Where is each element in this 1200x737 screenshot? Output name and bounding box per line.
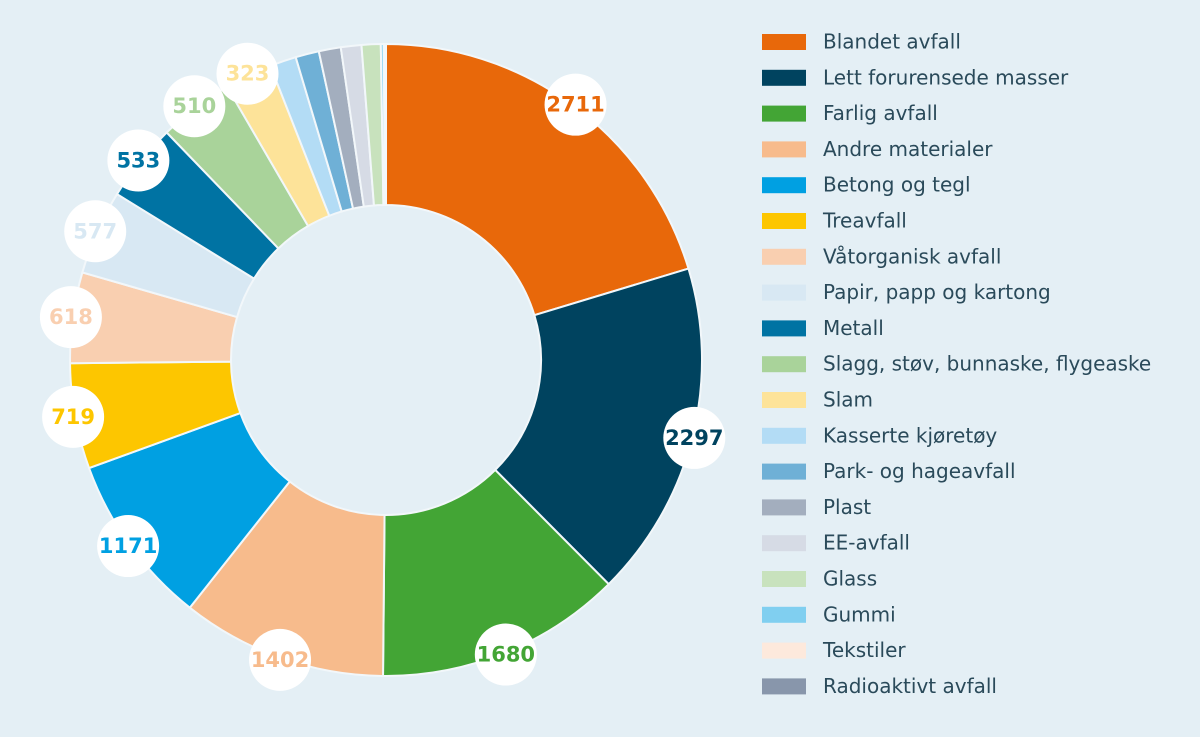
- donut-slice: [493, 267, 703, 586]
- value-label-bg: [39, 286, 102, 349]
- legend-swatch: [762, 642, 806, 659]
- value-label-bg: [42, 385, 105, 448]
- value-label-bg: [64, 200, 127, 263]
- legend-text: Radioaktivt avfall: [823, 674, 997, 698]
- legend-swatch: [762, 105, 806, 122]
- value-label: 2297: [665, 426, 723, 450]
- legend-swatch: [762, 463, 806, 480]
- donut-slice: [384, 42, 387, 207]
- legend-text: Farlig avfall: [823, 101, 938, 125]
- legend-swatch: [762, 427, 806, 444]
- value-label-bg: [249, 628, 312, 691]
- value-label-bg: [163, 75, 226, 138]
- legend-text: Våtorganisk avfall: [823, 244, 1001, 268]
- legend-text: Gummi: [823, 602, 896, 626]
- value-label: 719: [51, 405, 95, 429]
- legend-text: Lett forurensede masser: [823, 65, 1069, 89]
- legend-text: Papir, papp og kartong: [823, 280, 1051, 304]
- legend-swatch: [762, 571, 806, 587]
- legend-swatch: [762, 284, 806, 301]
- value-label: 1402: [251, 648, 309, 672]
- legend-swatch: [762, 392, 806, 408]
- legend-swatch: [762, 177, 806, 194]
- legend-text: Park- og hageavfall: [823, 459, 1016, 483]
- legend-text: Blandet avfall: [823, 30, 961, 54]
- legend-text: EE-avfall: [823, 531, 910, 555]
- donut-slice: [188, 480, 386, 677]
- legend-swatch: [762, 248, 806, 265]
- value-label: 1171: [99, 534, 157, 558]
- legend-text: Glass: [823, 567, 877, 591]
- value-label: 533: [116, 148, 160, 172]
- value-label-bg: [474, 623, 537, 686]
- legend-swatch: [762, 606, 806, 623]
- legend-text: Metall: [823, 316, 884, 340]
- legend-text: Plast: [823, 495, 871, 519]
- legend-swatch: [762, 678, 806, 695]
- legend-swatch: [762, 535, 806, 552]
- legend-text: Slam: [823, 388, 873, 412]
- value-label: 618: [49, 305, 93, 329]
- legend-text: Andre materialer: [823, 137, 993, 161]
- legend-text: Betong og tegl: [823, 173, 971, 197]
- legend-swatch: [762, 141, 806, 158]
- donut-slice: [385, 42, 690, 317]
- value-label-bg: [663, 406, 726, 469]
- value-label-bg: [216, 42, 279, 105]
- value-label: 510: [172, 94, 216, 118]
- legend-swatch: [762, 34, 806, 50]
- legend-text: Slagg, støv, bunnaske, flygeaske: [823, 352, 1151, 376]
- value-label-bg: [544, 73, 607, 136]
- legend-text: Tekstiler: [822, 638, 906, 662]
- legend-swatch: [762, 499, 806, 516]
- legend-swatch: [762, 356, 806, 373]
- value-label: 1680: [477, 643, 535, 667]
- value-label: 2711: [546, 93, 604, 117]
- value-label-bg: [97, 515, 160, 578]
- value-label-bg: [107, 129, 170, 192]
- value-label: 577: [73, 219, 117, 243]
- value-label: 323: [226, 62, 270, 86]
- legend-swatch: [762, 69, 806, 86]
- legend-text: Treavfall: [822, 209, 907, 233]
- legend-swatch: [762, 320, 806, 337]
- donut-slice: [382, 468, 611, 677]
- legend-swatch: [762, 213, 806, 229]
- legend-text: Kasserte kjøretøy: [823, 423, 997, 447]
